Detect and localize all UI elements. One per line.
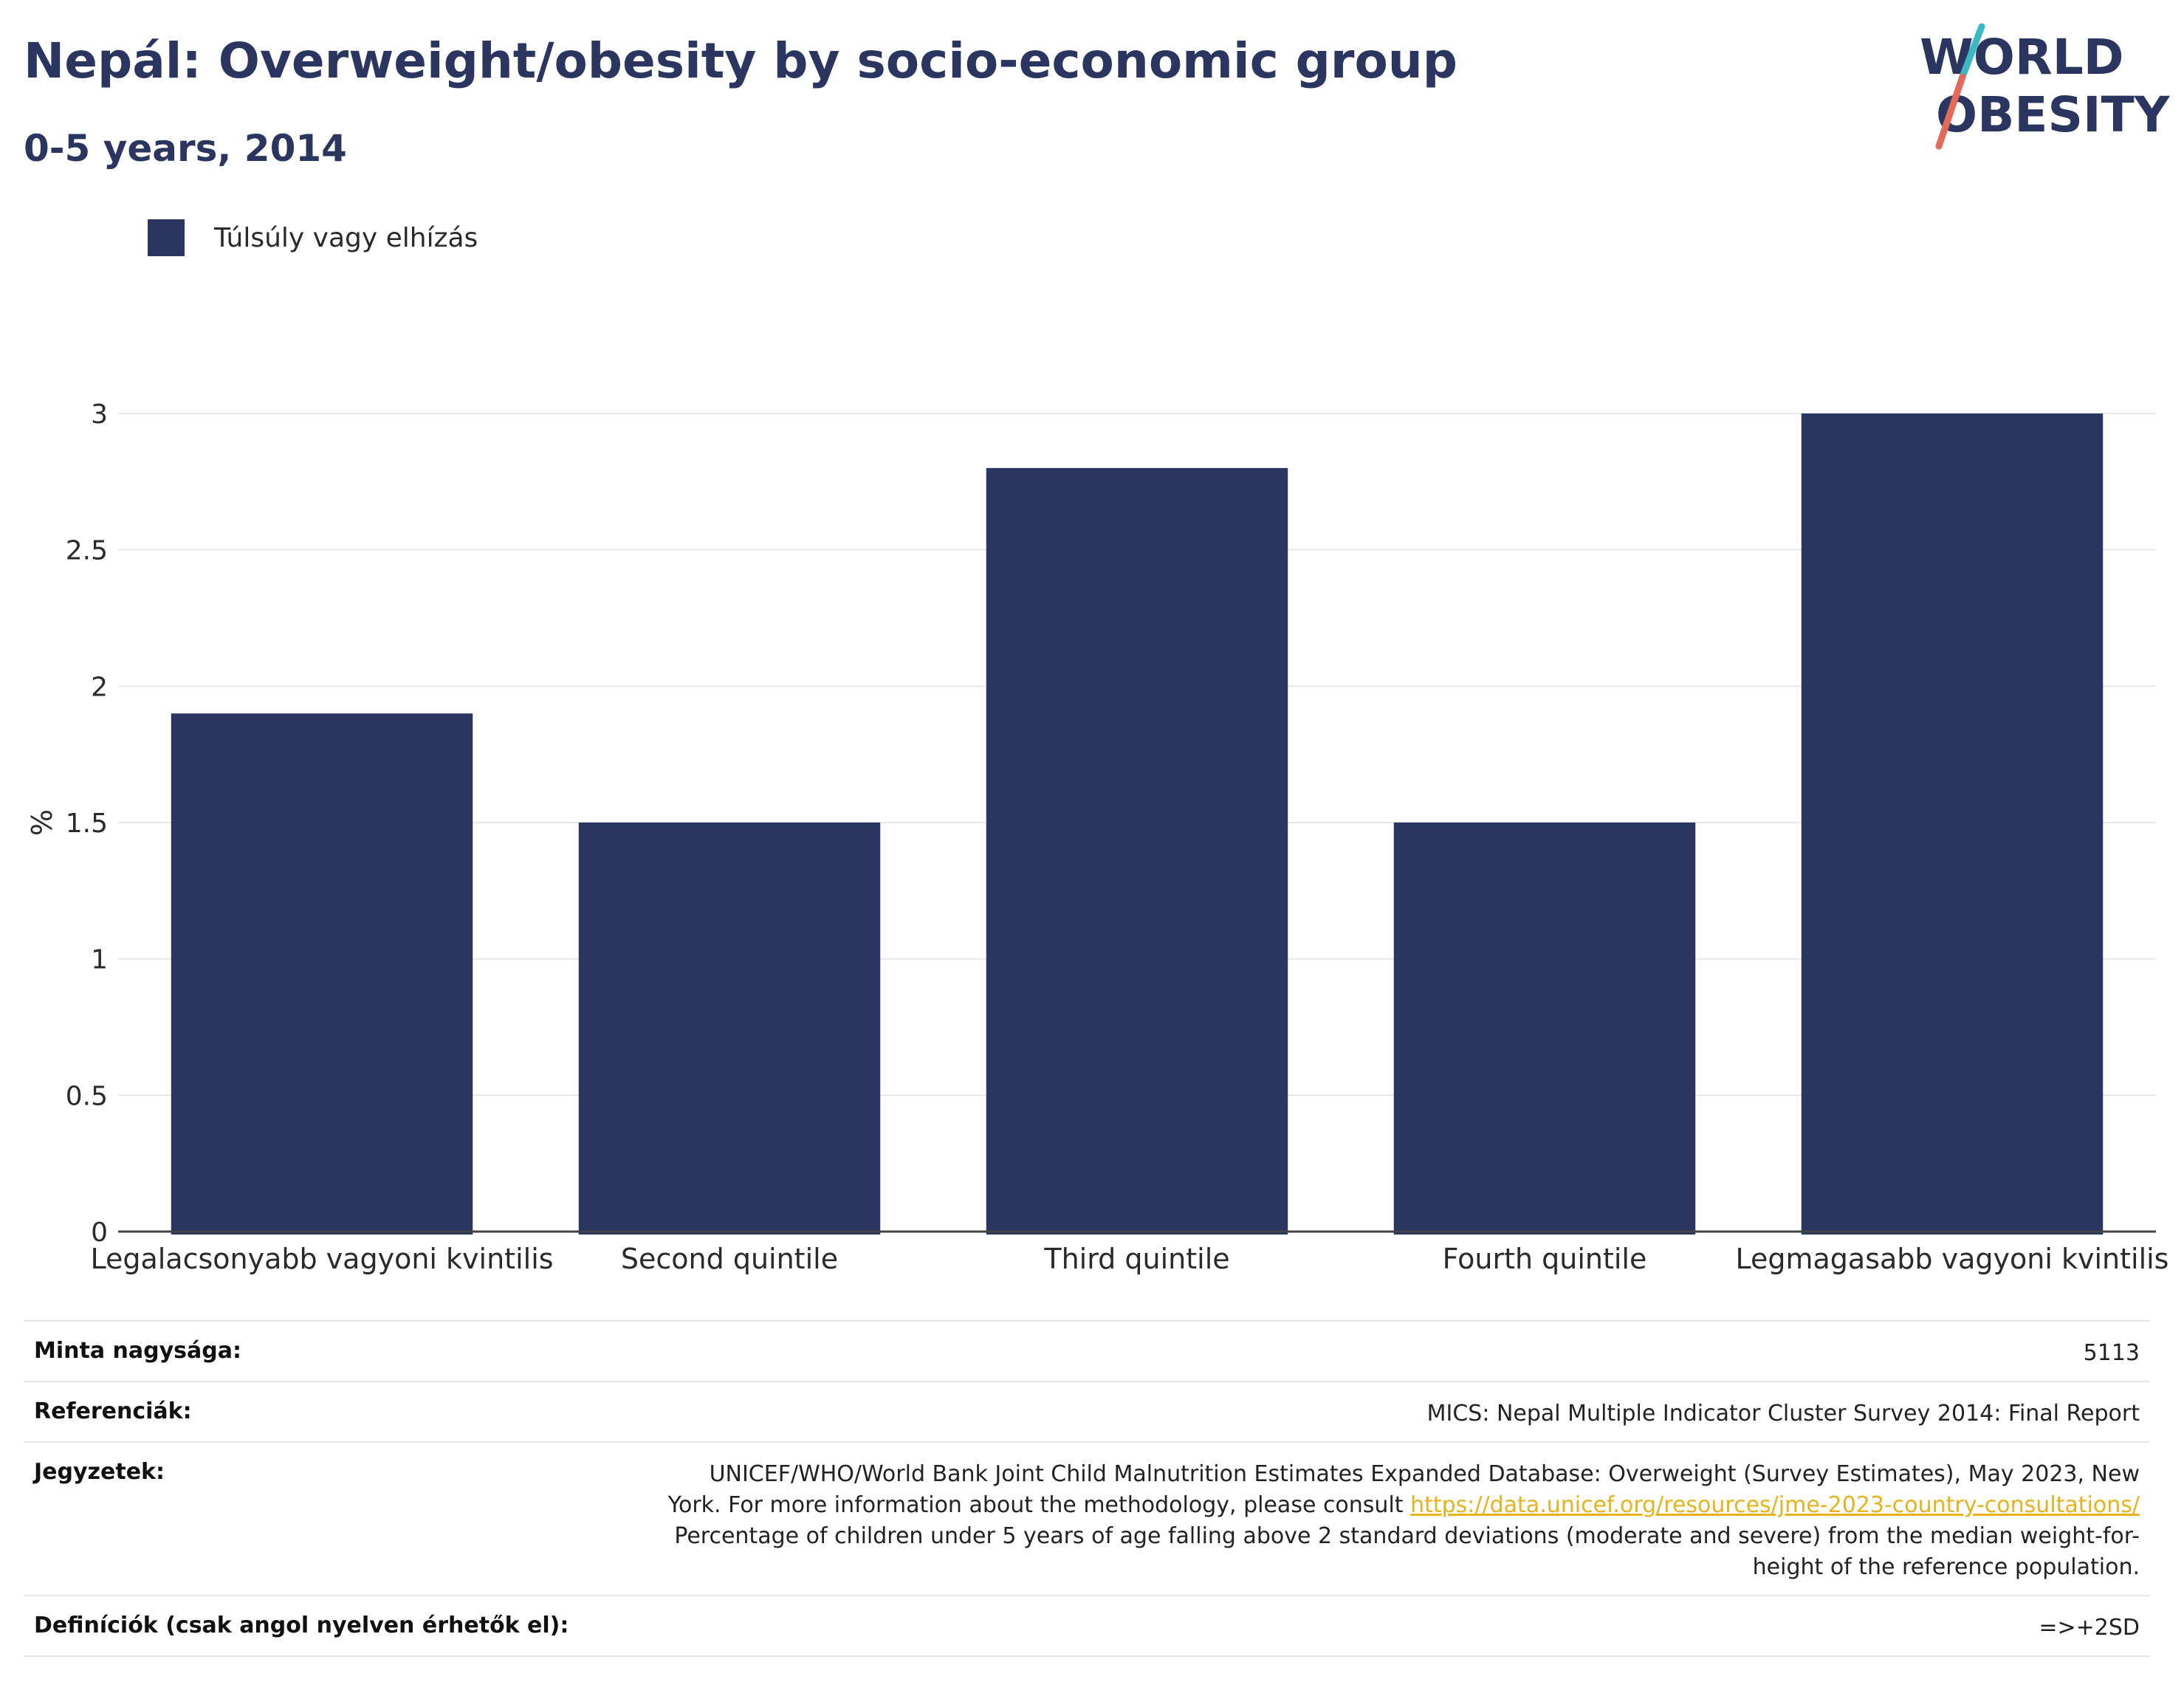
- logo-line2: OBESITY: [1936, 86, 2171, 143]
- y-axis-title: %: [26, 809, 58, 836]
- x-category-label: Third quintile: [1043, 1243, 1229, 1275]
- y-tick-label: 2.5: [66, 536, 108, 566]
- page-title: Nepál: Overweight/obesity by socio-econo…: [24, 32, 1458, 89]
- info-row-sample: Minta nagysága: 5113: [24, 1320, 2150, 1381]
- x-category-labels: Legalacsonyabb vagyoni kvintilis Second q…: [90, 1243, 2168, 1275]
- info-table: Minta nagysága: 5113 Referenciák: MICS: …: [24, 1320, 2150, 1657]
- bar: [1801, 413, 2104, 1235]
- legend-swatch: [148, 219, 185, 256]
- x-category-label: Second quintile: [621, 1243, 838, 1275]
- y-tick-label: 0.5: [66, 1081, 108, 1111]
- info-row-definitions: Definíciók (csak angol nyelven érhetők e…: [24, 1595, 2150, 1657]
- x-category-label: Legalacsonyabb vagyoni kvintilis: [90, 1243, 553, 1275]
- definitions-value: =>+2SD: [2039, 1615, 2140, 1641]
- bar: [171, 713, 473, 1235]
- bar: [986, 467, 1288, 1235]
- bar: [578, 823, 881, 1235]
- page-subtitle: 0-5 years, 2014: [24, 127, 347, 170]
- legend-label: Túlsúly vagy elhízás: [214, 222, 478, 253]
- notes-line-2: York. For more information about the met…: [668, 1490, 2140, 1521]
- sample-label: Minta nagysága:: [34, 1338, 241, 1364]
- sample-value: 5113: [2083, 1340, 2140, 1366]
- bar: [1393, 823, 1696, 1235]
- references-value: MICS: Nepal Multiple Indicator Cluster S…: [1426, 1401, 2140, 1427]
- notes-link[interactable]: https://data.unicef.org/resources/jme-20…: [1410, 1492, 2140, 1518]
- world-obesity-logo: WORLD OBESITY: [1920, 23, 2171, 150]
- x-category-label: Fourth quintile: [1443, 1243, 1647, 1275]
- info-row-notes: Jegyzetek: UNICEF/WHO/World Bank Joint C…: [24, 1441, 2150, 1595]
- y-tick-label: 3: [91, 399, 108, 430]
- notes-label: Jegyzetek:: [34, 1459, 165, 1485]
- y-tick-label: 0: [91, 1218, 108, 1248]
- definitions-label: Definíciók (csak angol nyelven érhetők e…: [34, 1613, 569, 1638]
- references-label: Referenciák:: [34, 1398, 192, 1424]
- notes-line-4: height of the reference population.: [1752, 1554, 2140, 1580]
- logo-line1: WORLD: [1920, 29, 2124, 86]
- notes-line-3: Percentage of children under 5 years of …: [674, 1523, 2140, 1549]
- chart-legend: Túlsúly vagy elhízás: [148, 219, 478, 257]
- notes-value: UNICEF/WHO/World Bank Joint Child Malnut…: [668, 1459, 2140, 1583]
- y-tick-label: 1.5: [66, 808, 108, 839]
- x-category-label: Legmagasabb vagyoni kvintilis: [1736, 1243, 2169, 1275]
- notes-line-2-text: York. For more information about the met…: [667, 1492, 1411, 1518]
- bars: [171, 413, 2104, 1235]
- info-row-references: Referenciák: MICS: Nepal Multiple Indica…: [24, 1381, 2150, 1441]
- notes-line-1: UNICEF/WHO/World Bank Joint Child Malnut…: [709, 1461, 2140, 1487]
- bar-chart: 0 0.5 1 1.5 2 2.5 3 Legalacsonyabb vagyoni kvi…: [26, 399, 2168, 1275]
- y-tick-labels: 0 0.5 1 1.5 2 2.5 3: [66, 399, 108, 1248]
- y-tick-label: 2: [91, 672, 108, 702]
- y-tick-label: 1: [91, 945, 108, 975]
